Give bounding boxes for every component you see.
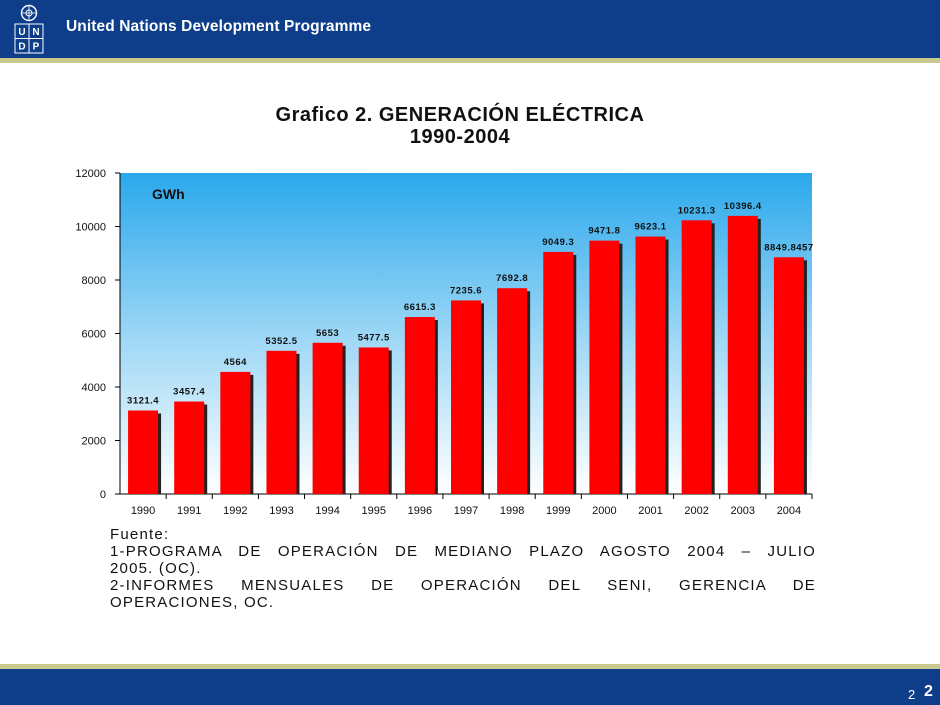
bar-1996 <box>404 317 435 494</box>
bar-1992 <box>220 371 251 494</box>
organization-name: United Nations Development Programme <box>66 18 372 35</box>
chart-title-line-2: 1990-2004 <box>409 126 511 148</box>
bar-1998 <box>497 288 528 494</box>
chart-title: Grafico 2. GENERACIÓN ELÉCTRICA 1990-200… <box>150 104 770 148</box>
x-tick-label: 1996 <box>408 505 432 517</box>
x-tick-label: 1999 <box>546 505 570 517</box>
footer-bar <box>0 669 940 705</box>
x-tick-label: 1997 <box>454 505 478 517</box>
y-tick-label: 2000 <box>82 436 106 448</box>
bar-1991 <box>174 401 205 494</box>
data-label: 5352.5 <box>265 336 297 347</box>
y-tick-label: 6000 <box>82 329 106 341</box>
bar-chart: GWh 0 2000 4000 6000 8000 10000 12000 3121.4 34… <box>75 168 813 517</box>
bar-1993 <box>266 350 297 494</box>
header-divider <box>0 58 940 63</box>
bar-1999 <box>543 251 574 494</box>
data-label: 3457.4 <box>173 387 205 398</box>
x-tick-label: 1992 <box>223 505 247 517</box>
x-tick-label: 1990 <box>131 505 155 517</box>
logo-letter-p: P <box>33 42 40 53</box>
logo-letter-n: N <box>32 27 39 38</box>
footer-divider <box>0 664 940 669</box>
bar-2000 <box>589 240 620 494</box>
x-tick-label: 2001 <box>638 505 662 517</box>
source-line-2: 2005. (OC). <box>110 560 202 577</box>
data-label: 9471.8 <box>588 226 620 237</box>
x-tick-label: 1995 <box>361 505 385 517</box>
source-note: Fuente: 1-PROGRAMA DE OPERACIÓN DE MEDIA… <box>110 526 816 611</box>
slide-number-small: 2 <box>908 687 916 702</box>
source-line-3: 2-INFORMES MENSUALES DE OPERACIÓN DEL SE… <box>110 577 816 594</box>
undp-logo: U N D P <box>14 4 44 54</box>
data-label: 5653 <box>316 328 339 339</box>
data-label: 8849.8457 <box>764 242 813 253</box>
bar-2003 <box>727 215 758 494</box>
chart-title-line-1: Grafico 2. GENERACIÓN ELÉCTRICA <box>275 104 645 126</box>
data-label: 9623.1 <box>635 222 667 233</box>
bar-2004 <box>773 257 804 494</box>
y-tick-label: 0 <box>100 489 106 501</box>
data-label: 10231.3 <box>678 205 716 216</box>
source-line-1: 1-PROGRAMA DE OPERACIÓN DE MEDIANO PLAZO… <box>110 543 816 560</box>
data-label: 7235.6 <box>450 285 482 296</box>
bar-1994 <box>312 342 343 494</box>
y-tick-label: 10000 <box>75 222 106 234</box>
x-tick-label: 1993 <box>269 505 293 517</box>
header-bar: U N D P United Nations Development Progr… <box>0 0 940 58</box>
slide-number: 2 <box>924 683 933 700</box>
data-label: 3121.4 <box>127 396 159 407</box>
data-label: 4564 <box>224 357 247 368</box>
y-tick-label: 4000 <box>82 382 106 394</box>
x-tick-label: 1998 <box>500 505 524 517</box>
logo-letter-d: D <box>18 42 25 53</box>
unit-label: GWh <box>152 186 185 202</box>
bar-2002 <box>681 220 712 494</box>
bar-2001 <box>635 236 666 494</box>
x-tick-label: 1994 <box>315 505 339 517</box>
source-line-4: OPERACIONES, OC. <box>110 594 275 611</box>
x-tick-label: 1991 <box>177 505 201 517</box>
logo-letter-u: U <box>18 27 25 38</box>
data-label: 6615.3 <box>404 302 436 313</box>
data-label: 7692.8 <box>496 273 528 284</box>
data-label: 9049.3 <box>542 237 574 248</box>
y-tick-label: 12000 <box>75 168 106 180</box>
x-tick-label: 2003 <box>731 505 755 517</box>
source-heading: Fuente: <box>110 526 170 543</box>
bar-1997 <box>451 300 481 494</box>
data-label: 10396.4 <box>724 201 762 212</box>
data-label: 5477.5 <box>358 332 390 343</box>
x-tick-label: 2002 <box>684 505 708 517</box>
x-tick-label: 2000 <box>592 505 616 517</box>
bar-1995 <box>358 347 389 494</box>
y-tick-label: 8000 <box>82 275 106 287</box>
x-tick-label: 2004 <box>777 505 801 517</box>
bar-1990 <box>128 410 159 494</box>
